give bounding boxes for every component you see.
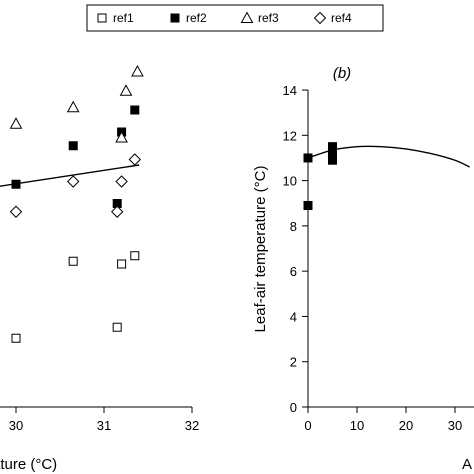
- panel-b-x-tick-label: 0: [304, 418, 311, 433]
- panel-a-point-ref2: [68, 141, 78, 151]
- legend-label-ref3: ref3: [258, 11, 279, 25]
- panel-b-y-tick-label: 6: [290, 264, 297, 279]
- legend-box: [86, 4, 384, 32]
- panel-a: 30 31 32 ature (°C): [0, 64, 199, 473]
- legend-marker-ref1: [97, 13, 107, 23]
- panel-b-point-ref2: [328, 142, 337, 152]
- panel-a-x-tick-label: 32: [185, 418, 199, 433]
- legend-label-ref1: ref1: [113, 11, 134, 25]
- panel-a-point-ref4: [110, 205, 124, 218]
- panel-b-y-tick-label: 10: [283, 174, 297, 189]
- panel-b-y-tick-label: 8: [290, 219, 297, 234]
- panel-b-y-tick-label: 12: [283, 128, 297, 143]
- panel-a-x-tick-label: 30: [9, 418, 23, 433]
- panel-a-point-ref2: [130, 105, 140, 115]
- panel-a-x-axis-label: ature (°C): [0, 456, 57, 473]
- panel-a-point-ref4: [66, 175, 80, 188]
- panel-a-x-tick-label: 31: [97, 418, 111, 433]
- panel-b-x-tick-label: 20: [399, 418, 413, 433]
- panel-a-point-ref1: [130, 251, 140, 261]
- panel-b-x-axis-label: A: [462, 456, 472, 473]
- panel-a-point-ref1: [117, 259, 127, 269]
- panel-a-point-ref4: [128, 153, 142, 166]
- panel-a-point-ref3: [119, 84, 133, 96]
- panel-b-y-tick-label: 2: [290, 355, 297, 370]
- panel-a-point-ref3: [66, 100, 80, 113]
- panel-a-point-ref4: [9, 205, 23, 218]
- legend-marker-ref4: [313, 11, 327, 25]
- panel-b-point-ref2: [303, 153, 313, 163]
- legend-marker-ref3: [240, 11, 254, 23]
- panel-a-point-ref2: [11, 179, 21, 189]
- panel-a-point-ref4: [115, 175, 128, 188]
- panel-b-title: (b): [333, 65, 351, 82]
- panel-a-point-ref1: [112, 322, 122, 332]
- legend-marker-ref2: [170, 13, 180, 23]
- panel-b-y-axis-label: Leaf-air temperature (°C): [252, 166, 269, 333]
- panel-a-trendline: [0, 164, 140, 187]
- panel-a-point-ref3: [131, 64, 144, 77]
- panel-a-point-ref3: [9, 117, 23, 129]
- legend-label-ref4: ref4: [331, 11, 352, 25]
- panel-a-point-ref3: [115, 130, 128, 143]
- panel-b-y-tick-label: 0: [290, 400, 297, 415]
- panel-b-y-tick-label: 14: [283, 83, 297, 98]
- panel-a-point-ref1: [68, 256, 78, 266]
- panel-b: (b) 0 2 4 6 8 10 12 14 0 10 20 30 Leaf-air tempera…: [252, 65, 474, 473]
- panel-b-x-tick-label: 30: [448, 418, 462, 433]
- legend-label-ref2: ref2: [186, 11, 207, 25]
- panel-b-x-tick-label: 10: [350, 418, 364, 433]
- panel-b-y-tick-label: 4: [290, 309, 297, 324]
- panel-b-point-ref2: [303, 201, 313, 211]
- legend: ref1 ref2 ref3 ref4: [86, 4, 384, 32]
- panel-a-point-ref1: [11, 333, 21, 343]
